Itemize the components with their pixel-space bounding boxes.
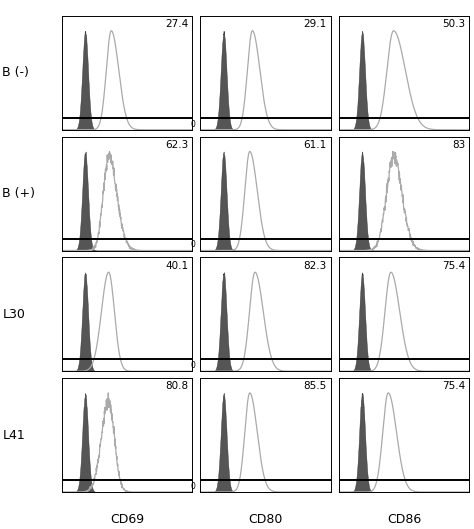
- Text: 62.3: 62.3: [165, 140, 188, 150]
- Text: 0: 0: [190, 361, 195, 370]
- Text: 85.5: 85.5: [304, 381, 327, 391]
- Text: 0: 0: [190, 120, 195, 129]
- Text: L41: L41: [2, 428, 25, 442]
- Text: 83: 83: [452, 140, 465, 150]
- Text: L30: L30: [2, 308, 25, 321]
- Text: 0: 0: [190, 482, 195, 491]
- Text: 40.1: 40.1: [165, 261, 188, 271]
- Text: B (+): B (+): [2, 187, 36, 200]
- Text: 0: 0: [190, 240, 195, 249]
- Text: 75.4: 75.4: [442, 381, 465, 391]
- Text: 29.1: 29.1: [304, 19, 327, 29]
- Text: 27.4: 27.4: [165, 19, 188, 29]
- Text: 75.4: 75.4: [442, 261, 465, 271]
- Text: 82.3: 82.3: [304, 261, 327, 271]
- Text: 61.1: 61.1: [304, 140, 327, 150]
- Text: CD80: CD80: [248, 513, 283, 526]
- Text: CD69: CD69: [110, 513, 144, 526]
- Text: CD86: CD86: [387, 513, 421, 526]
- Text: 80.8: 80.8: [165, 381, 188, 391]
- Text: B (-): B (-): [2, 66, 29, 79]
- Text: 50.3: 50.3: [442, 19, 465, 29]
